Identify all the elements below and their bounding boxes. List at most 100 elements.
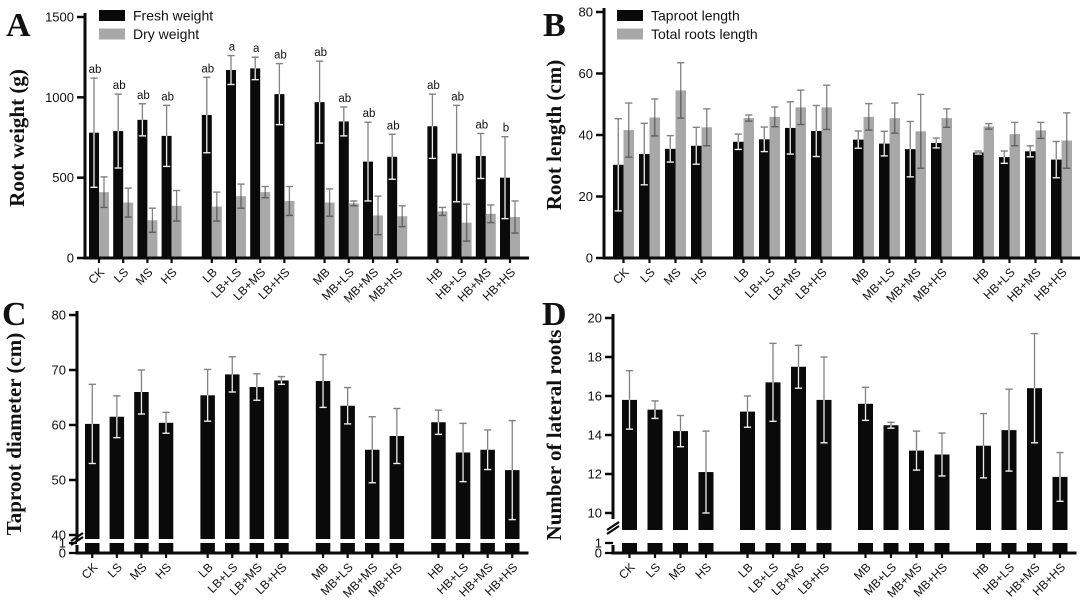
x-category-label: LB [731,265,751,285]
sig-letter: ab [201,63,214,75]
bar-a-s0-ls [113,131,124,258]
bar-d-s0-lb+ms [791,366,806,530]
y-tick-label: 500 [52,170,74,185]
bar-d-s0-ms [673,431,688,530]
bar-d-s0-hb+ms [1027,388,1042,530]
bar-d-s0-lb [740,411,755,530]
bar-a-s1-mb [324,202,335,258]
bar-b-s0-hs [691,145,702,258]
y-tick-label: 60 [52,418,66,433]
bar-stub [1052,543,1068,553]
x-category-label: HS [158,265,180,287]
bar-b-s0-lb [733,141,744,258]
y-tick-label: 1000 [45,90,74,105]
bar-b-s0-hb+hs [1051,159,1062,258]
bar-stub [765,543,781,553]
bar-d-s0-ck [622,399,637,530]
bar-stub [791,543,806,553]
bar-a-s0-ms [137,119,148,259]
bar-a-s0-lb+ls [226,70,236,259]
bar-d-s0-mb+hs [934,454,950,530]
bar-b-s0-mb+ls [879,143,890,258]
bar-c-s0-lb [200,395,215,539]
sig-letter: ab [387,120,400,132]
bar-d-s0-mb+ls [883,425,899,530]
bar-stub [158,543,174,553]
panel-letter: C [2,296,27,333]
bar-a-s1-ms [147,220,158,258]
sig-letter: ab [113,80,126,92]
bar-b-s0-mb+hs [931,142,942,258]
axis-break-slash [70,532,84,542]
bars-layer [613,90,1072,259]
axis-break-slash [606,525,620,535]
bar-a-s1-hb [437,211,448,258]
bar-d-s0-hb [976,445,991,530]
y-tick-label: 0 [67,251,74,266]
x-category-label: MS [133,265,156,288]
bar-stub [858,543,873,553]
x-category-label: CK [616,560,638,582]
bar-b-s1-lb+ms [795,107,806,258]
bar-d-s0-mb [858,403,873,530]
x-category-label: LS [105,560,125,580]
bar-stub [274,543,289,553]
sig-letter: ab [338,93,351,105]
y-tick-label: 80 [579,5,593,20]
bar-c-s0-lb+ms [249,387,265,539]
axes-layer [605,314,1077,558]
bar-c-s0-ck [85,423,100,539]
bar-b-s1-ms [675,90,686,258]
sig-letter: ab [427,80,440,92]
bar-a-s0-hb [427,126,438,259]
error-bars-layer [614,62,1071,212]
y-tick-label: 20 [579,189,593,204]
y-tick-label: 1 [595,536,602,551]
bar-d-s0-lb+hs [816,399,832,530]
bar-a-s0-mb+ls [338,121,349,258]
sig-letter: ab [451,91,464,103]
x-category-label: CK [79,560,101,582]
sig-letter: ab [161,91,174,103]
bar-stub [480,543,495,553]
bar-stub [389,543,405,553]
bar-b-s1-mb+ms [915,131,926,258]
bar-c-s0-mb [315,381,331,539]
bar-stub [909,543,924,553]
y-tick-label: 70 [52,363,66,378]
bar-a-s0-mb [314,102,325,258]
bar-stub [647,543,663,553]
bar-a-s1-hb+ms [485,213,496,258]
bar-stub [225,543,240,553]
bars-layer [85,374,520,553]
bar-d-s0-lb+ls [765,382,781,530]
y-tick-label: 0 [586,251,593,266]
bar-b-s1-ck [623,130,634,258]
x-category-label: LS [637,265,657,285]
bar-stub [134,543,149,553]
bar-a-s0-ck [89,132,99,258]
sig-letter: ab [274,50,287,62]
bar-b-s1-ls [649,117,660,258]
bar-a-s0-mb+ms [363,161,373,258]
bar-stub [1001,543,1017,553]
bar-b-s1-hb+ms [1035,130,1046,258]
bar-b-s0-mb [853,139,864,258]
bar-a-s1-mb+hs [397,216,408,258]
y-tick-label: 40 [52,528,66,543]
bar-a-s1-lb+ms [260,192,271,258]
legend-swatch [617,10,643,21]
x-category-label: HS [688,265,710,287]
bar-b-s0-lb+ms [785,127,796,259]
axis-break-slash [606,521,620,531]
y-tick-label: 10 [588,506,602,521]
x-category-label: LB [735,560,755,580]
bar-b-s0-ms [665,148,676,258]
bar-c-s0-ms [134,392,149,539]
axes-layer [596,8,1080,263]
bar-b-s0-hb+ls [999,157,1010,258]
y-tick-label: 1 [59,536,66,551]
